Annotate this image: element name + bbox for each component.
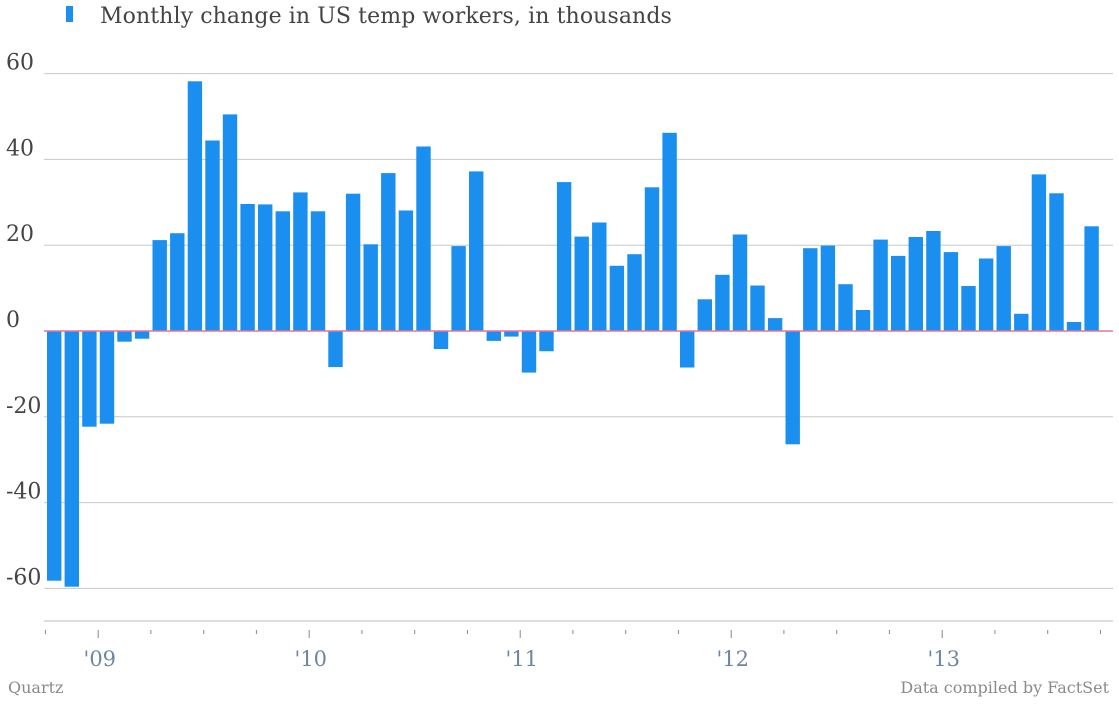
bar <box>750 285 765 331</box>
bar <box>240 204 255 331</box>
bar <box>363 244 378 331</box>
y-tick-label: 60 <box>6 51 34 76</box>
source-credit: Quartz <box>8 678 64 697</box>
y-tick-label: -40 <box>6 480 41 505</box>
bar <box>170 233 185 331</box>
bar <box>539 331 554 352</box>
bar <box>64 331 79 587</box>
x-tick-label: '13 <box>927 647 960 671</box>
chart-legend: Monthly change in US temp workers, in th… <box>66 4 672 29</box>
bar <box>574 236 589 331</box>
bar <box>978 258 994 331</box>
y-tick-label: 40 <box>6 136 34 161</box>
bar <box>908 237 923 331</box>
legend-label: Monthly change in US temp workers, in th… <box>100 4 672 29</box>
bar <box>592 222 607 331</box>
y-tick-label: 0 <box>6 308 20 333</box>
bar <box>222 114 238 332</box>
bar <box>345 193 361 331</box>
bar <box>627 254 642 331</box>
bar <box>820 245 836 331</box>
bar <box>891 255 906 331</box>
bar <box>767 318 783 331</box>
bar <box>47 331 62 581</box>
bar <box>1031 174 1047 331</box>
bar <box>803 248 818 331</box>
bar <box>715 274 730 331</box>
bar <box>996 246 1011 331</box>
bar <box>926 231 941 331</box>
bar <box>680 331 695 368</box>
bar <box>521 331 537 373</box>
bar <box>398 210 414 331</box>
bar <box>328 331 343 367</box>
bar <box>275 211 290 331</box>
bar <box>697 299 712 331</box>
bar <box>1084 226 1099 331</box>
bar <box>662 132 677 331</box>
bar <box>99 331 115 424</box>
x-tick-label: '10 <box>295 647 328 671</box>
bar <box>855 310 871 331</box>
bar <box>310 211 326 331</box>
x-tick-label: '09 <box>84 647 117 671</box>
bar <box>486 331 501 341</box>
bar <box>152 240 167 331</box>
bar <box>205 140 220 331</box>
x-tick-label: '12 <box>717 647 750 671</box>
y-tick-label: 20 <box>6 222 34 247</box>
bar <box>785 331 800 445</box>
bar <box>82 331 97 427</box>
data-source-note: Data compiled by FactSet <box>900 678 1109 697</box>
bar <box>469 171 484 331</box>
bar <box>293 192 308 331</box>
bar <box>1014 313 1029 331</box>
bar <box>134 331 150 339</box>
bar <box>117 331 132 342</box>
bar <box>451 246 466 331</box>
bar <box>187 81 203 331</box>
y-tick-label: -60 <box>6 565 41 590</box>
bar <box>1049 193 1064 331</box>
legend-swatch <box>66 5 73 22</box>
bar <box>943 252 959 331</box>
bar <box>416 146 431 331</box>
bar <box>732 234 748 331</box>
y-tick-label: -20 <box>6 394 41 419</box>
bar <box>433 331 449 349</box>
bar <box>504 331 519 337</box>
bar <box>556 182 572 331</box>
x-tick-label: '11 <box>506 647 539 671</box>
bar <box>609 265 625 331</box>
bar <box>381 173 396 331</box>
bar <box>1066 322 1082 331</box>
bar <box>258 204 273 331</box>
bar <box>961 286 976 331</box>
bar <box>873 239 888 331</box>
bar <box>838 284 853 331</box>
bar <box>644 187 660 331</box>
